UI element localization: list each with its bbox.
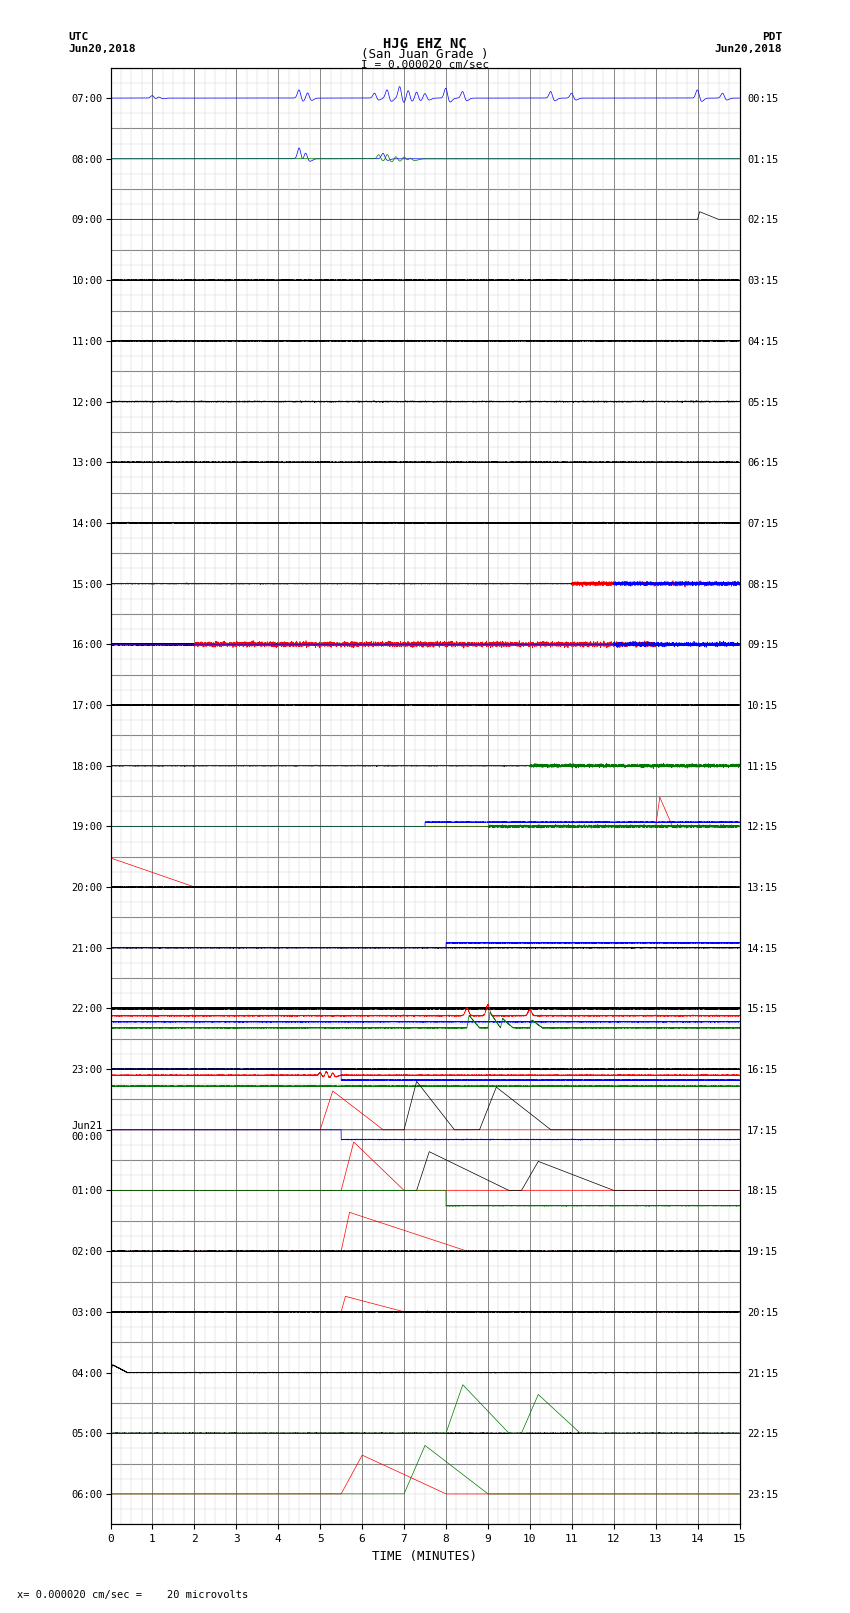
Text: x= 0.000020 cm/sec =    20 microvolts: x= 0.000020 cm/sec = 20 microvolts bbox=[17, 1590, 248, 1600]
Text: HJG EHZ NC: HJG EHZ NC bbox=[383, 37, 467, 52]
Text: PDT: PDT bbox=[762, 32, 782, 42]
Text: Jun20,2018: Jun20,2018 bbox=[68, 44, 135, 53]
Text: Jun20,2018: Jun20,2018 bbox=[715, 44, 782, 53]
Text: (San Juan Grade ): (San Juan Grade ) bbox=[361, 48, 489, 61]
Text: UTC: UTC bbox=[68, 32, 88, 42]
X-axis label: TIME (MINUTES): TIME (MINUTES) bbox=[372, 1550, 478, 1563]
Text: I = 0.000020 cm/sec: I = 0.000020 cm/sec bbox=[361, 60, 489, 69]
